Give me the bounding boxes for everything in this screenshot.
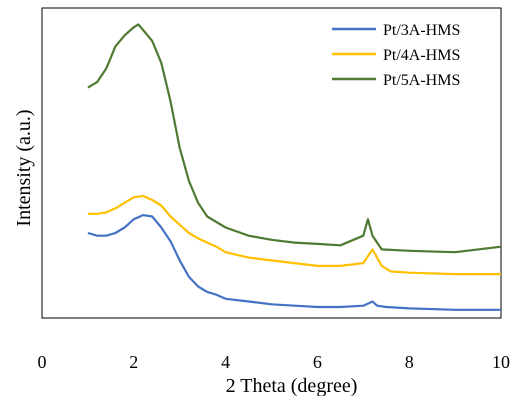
series-line-3 (87, 23, 502, 254)
legend-item-3: Pt/5A-HMS (332, 72, 460, 89)
x-axis-title: 2 Theta (degree) (226, 375, 358, 396)
legend-label: Pt/5A-HMS (383, 72, 460, 89)
x-tick-label: 8 (405, 352, 414, 372)
legend-item-2: Pt/4A-HMS (332, 47, 460, 64)
x-tick-label: 4 (221, 352, 230, 372)
x-tick-label: 0 (38, 352, 47, 372)
legend-item-1: Pt/3A-HMS (332, 22, 460, 39)
series-layer (87, 23, 502, 311)
legend-label: Pt/4A-HMS (383, 47, 460, 64)
x-tick-label: 6 (313, 352, 322, 372)
legend: Pt/3A-HMS Pt/4A-HMS Pt/5A-HMS (332, 22, 460, 89)
legend-label: Pt/3A-HMS (383, 22, 460, 39)
plot-frame (41, 7, 502, 319)
x-tick-labels: 0 2 4 6 8 10 (38, 352, 511, 372)
series-line-2 (87, 194, 501, 276)
series-line-1 (87, 214, 501, 311)
x-tick-label: 10 (492, 352, 510, 372)
plot-border (41, 7, 502, 319)
y-axis-title: Intensity (a.u.) (13, 109, 35, 226)
x-tick-label: 2 (129, 352, 138, 372)
